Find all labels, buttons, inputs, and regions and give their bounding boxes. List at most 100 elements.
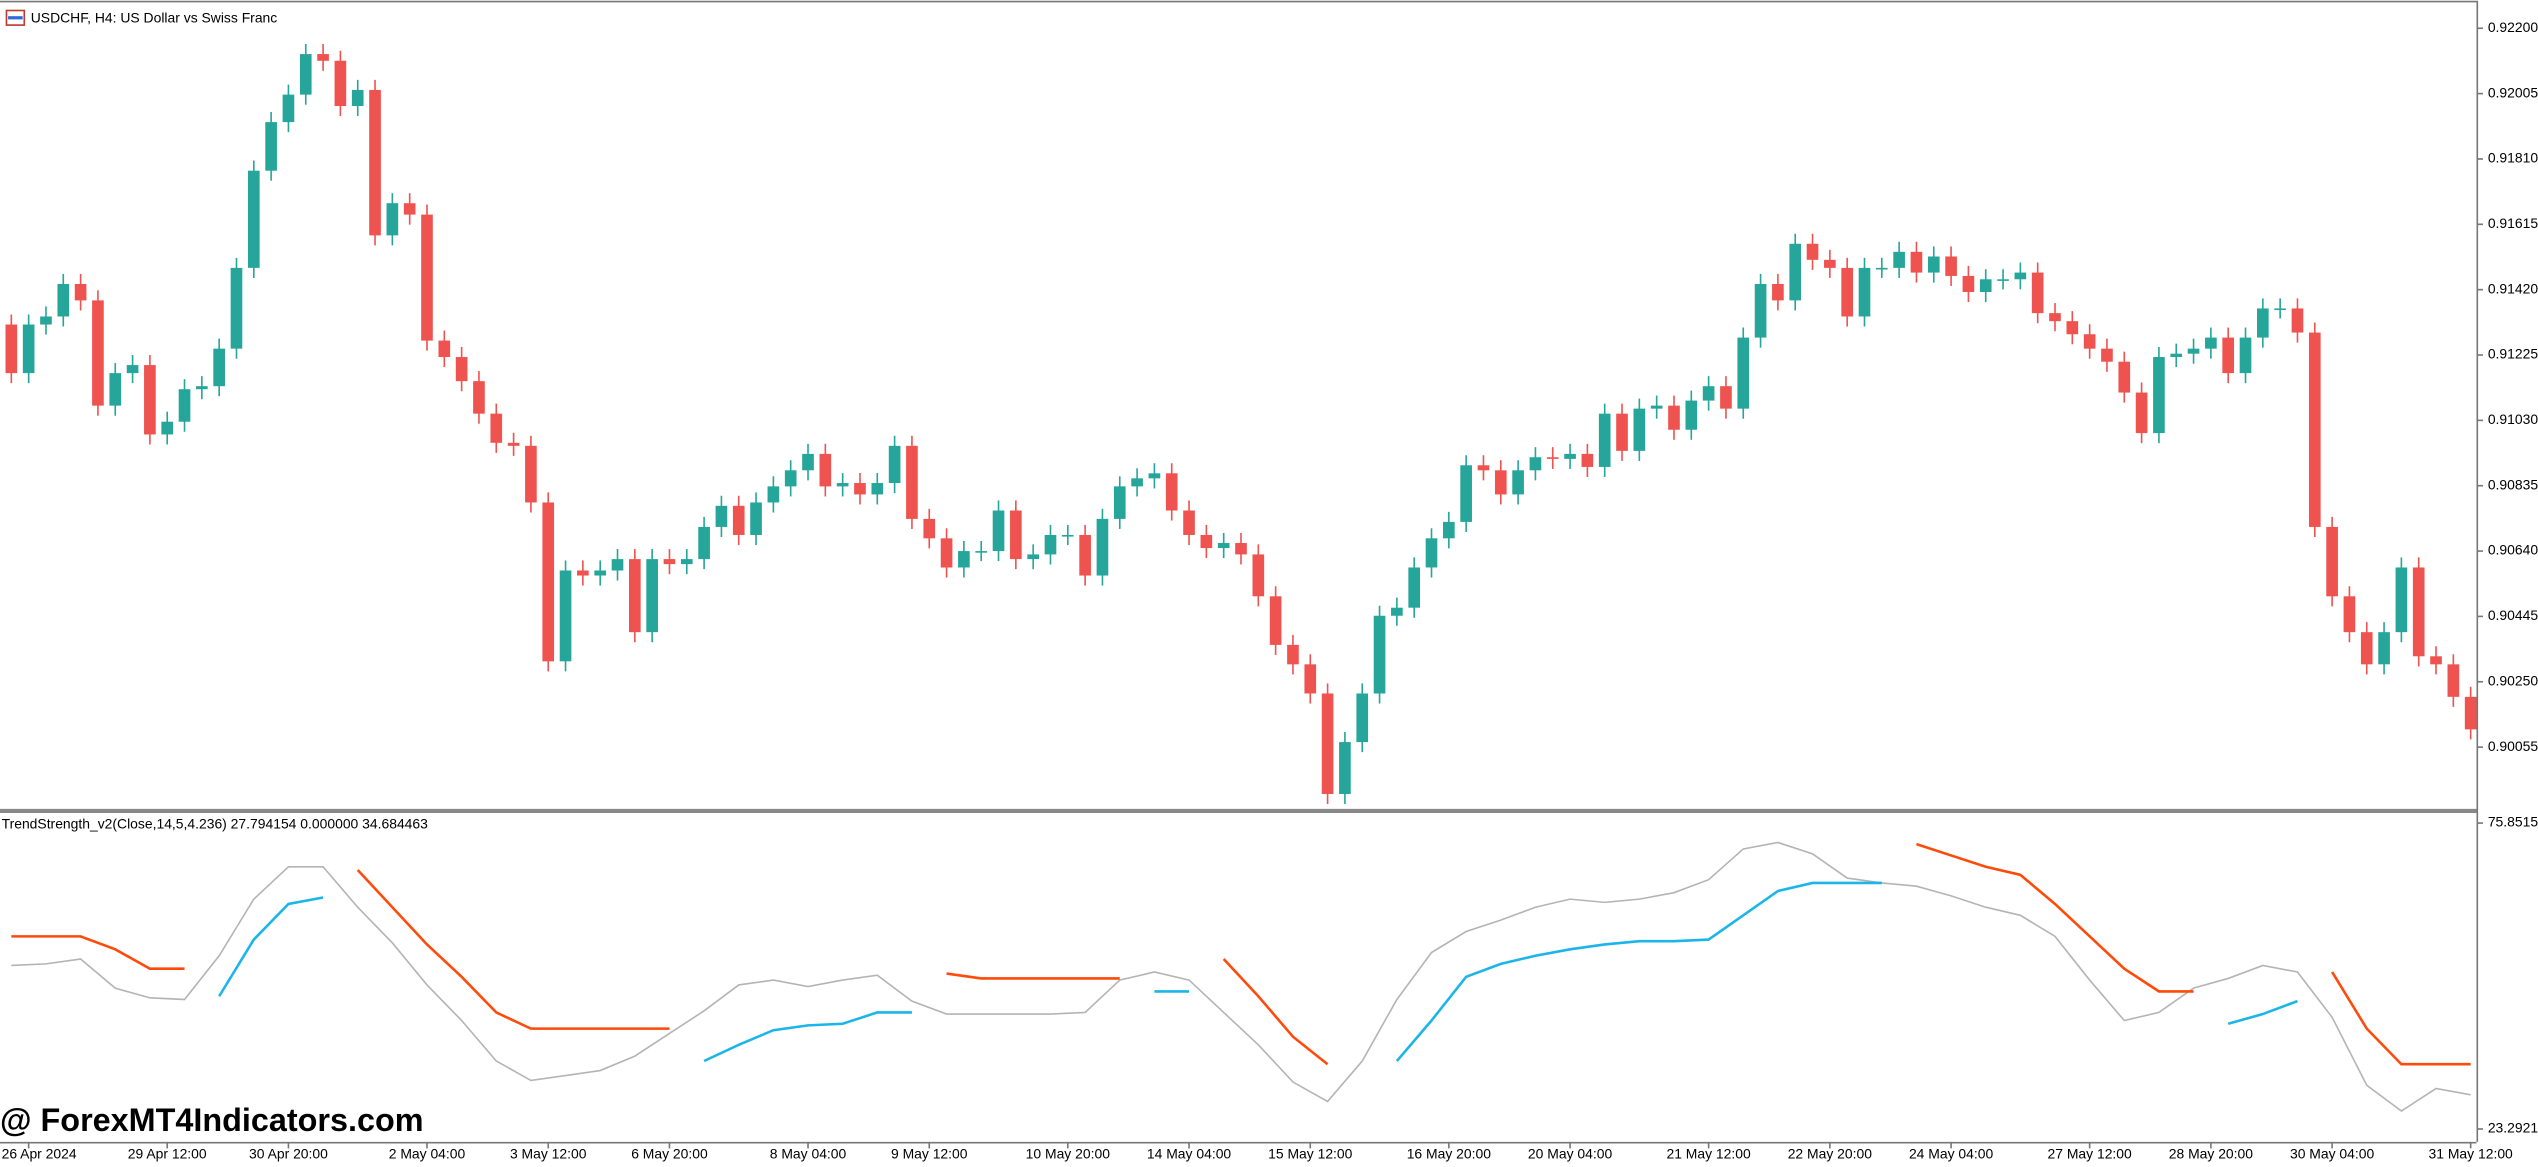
candle-body bbox=[2378, 632, 2390, 665]
candle-body bbox=[1061, 534, 1074, 537]
candle-body bbox=[1131, 478, 1143, 487]
candle-body bbox=[438, 340, 451, 358]
candle-body bbox=[2430, 656, 2442, 665]
x-tick-label: 27 May 12:00 bbox=[2048, 1146, 2133, 1162]
y-tick-label: 0.92200 bbox=[2488, 19, 2538, 35]
candle-body bbox=[1633, 408, 1646, 451]
candle-body bbox=[2222, 337, 2235, 374]
candle-body bbox=[317, 54, 329, 61]
x-tick-label: 22 May 20:00 bbox=[1788, 1146, 1873, 1162]
x-tick-label: 30 May 04:00 bbox=[2290, 1146, 2375, 1162]
candle-body bbox=[836, 483, 849, 487]
candle-body bbox=[196, 386, 208, 390]
x-tick-label: 9 May 12:00 bbox=[891, 1146, 968, 1162]
candle-body bbox=[1702, 386, 1715, 401]
candle-body bbox=[2066, 321, 2079, 335]
candle-body bbox=[1183, 510, 1195, 535]
candle-body bbox=[1460, 465, 1472, 522]
x-tick-label: 3 May 12:00 bbox=[510, 1146, 587, 1162]
candle-body bbox=[784, 470, 797, 487]
y-tick-label: 0.90640 bbox=[2488, 542, 2538, 558]
candle-body bbox=[403, 203, 416, 215]
candle-body bbox=[1391, 607, 1403, 616]
candle-body bbox=[282, 94, 295, 123]
y-tick-label: 0.92005 bbox=[2488, 84, 2538, 100]
candle-body bbox=[1737, 337, 1750, 409]
x-tick-label: 21 May 12:00 bbox=[1666, 1146, 1751, 1162]
y-tick-label: 0.90445 bbox=[2488, 607, 2538, 623]
candle-body bbox=[334, 60, 347, 107]
candle-body bbox=[1754, 283, 1767, 338]
candle-body bbox=[2083, 334, 2096, 349]
candle-body bbox=[1910, 251, 1923, 273]
candle-body bbox=[2118, 361, 2131, 393]
candle-body bbox=[5, 324, 18, 374]
candle-body bbox=[369, 89, 381, 236]
candle-body bbox=[594, 570, 607, 576]
candle-body bbox=[1304, 664, 1317, 694]
candle-body bbox=[57, 283, 70, 317]
candle-body bbox=[1546, 457, 1559, 459]
candle-body bbox=[351, 89, 364, 107]
candle-body bbox=[2326, 526, 2338, 597]
candle-body bbox=[1598, 413, 1611, 467]
candle-body bbox=[1616, 413, 1628, 451]
candle-body bbox=[767, 486, 780, 503]
candle-body bbox=[1252, 554, 1265, 597]
candle-body bbox=[1027, 554, 1039, 560]
candle-body bbox=[109, 373, 122, 406]
candle-body bbox=[2447, 664, 2460, 697]
candle-body bbox=[1096, 518, 1109, 576]
candle-body bbox=[1217, 543, 1230, 549]
candle-body bbox=[1148, 473, 1161, 479]
candle-body bbox=[1841, 267, 1853, 317]
candle-body bbox=[213, 348, 225, 387]
candle-body bbox=[611, 559, 624, 571]
watermark: @ ForexMT4Indicators.com bbox=[0, 1102, 424, 1138]
x-tick-label: 29 Apr 12:00 bbox=[128, 1146, 207, 1162]
x-tick-label: 6 May 20:00 bbox=[631, 1146, 708, 1162]
candle-body bbox=[265, 122, 277, 171]
candle-body bbox=[1269, 596, 1282, 645]
candle-body bbox=[1927, 256, 1940, 273]
candle-body bbox=[2101, 348, 2113, 362]
candle-body bbox=[1512, 470, 1524, 495]
x-tick-label: 20 May 04:00 bbox=[1528, 1146, 1613, 1162]
y-tick-label: 0.91420 bbox=[2488, 280, 2538, 296]
x-tick-label: 2 May 04:00 bbox=[389, 1146, 466, 1162]
x-tick-label: 28 May 20:00 bbox=[2169, 1146, 2254, 1162]
candle-body bbox=[144, 365, 156, 435]
x-tick-label: 10 May 20:00 bbox=[1026, 1146, 1111, 1162]
candle-body bbox=[628, 559, 641, 633]
candle-body bbox=[1287, 644, 1299, 665]
candle-body bbox=[161, 421, 174, 435]
candle-body bbox=[1373, 615, 1386, 694]
candle-body bbox=[421, 214, 433, 341]
candle-body bbox=[386, 203, 399, 236]
candle-body bbox=[1564, 453, 1576, 459]
candle-body bbox=[1824, 259, 1836, 268]
candle-body bbox=[923, 518, 936, 539]
candle-body bbox=[1477, 465, 1490, 471]
candle-body bbox=[802, 453, 814, 471]
y-tick-label: 0.90250 bbox=[2488, 672, 2538, 688]
candle-body bbox=[715, 505, 728, 527]
candle-body bbox=[1529, 457, 1542, 471]
x-tick-label: 31 May 12:00 bbox=[2429, 1146, 2514, 1162]
x-tick-label: 14 May 04:00 bbox=[1147, 1146, 1232, 1162]
y-tick-label: 0.91225 bbox=[2488, 346, 2538, 362]
indicator-title: TrendStrength_v2(Close,14,5,4.236) 27.79… bbox=[2, 815, 429, 831]
candle-body bbox=[1858, 267, 1871, 317]
candle-body bbox=[680, 559, 693, 565]
candle-body bbox=[1685, 400, 1698, 430]
candle-body bbox=[1494, 470, 1507, 495]
x-tick-label: 16 May 20:00 bbox=[1407, 1146, 1492, 1162]
candle-body bbox=[698, 526, 710, 560]
candle-body bbox=[178, 389, 191, 422]
candle-body bbox=[1962, 275, 1975, 293]
candle-body bbox=[888, 445, 901, 484]
candle-body bbox=[1806, 243, 1819, 260]
candle-body bbox=[1720, 386, 1732, 409]
candle-body bbox=[1408, 567, 1421, 608]
